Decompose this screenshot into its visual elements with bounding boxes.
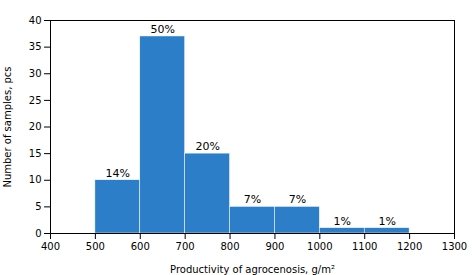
svg-text:30: 30	[29, 68, 42, 79]
svg-text:35: 35	[29, 41, 42, 52]
svg-text:Number of samples, pcs: Number of samples, pcs	[2, 66, 13, 187]
svg-text:1200: 1200	[397, 241, 422, 252]
svg-text:50%: 50%	[150, 23, 174, 36]
svg-text:1%: 1%	[334, 215, 351, 228]
svg-text:40: 40	[29, 15, 42, 26]
svg-text:20%: 20%	[195, 140, 219, 153]
svg-text:700: 700	[176, 241, 195, 252]
svg-text:1%: 1%	[378, 215, 395, 228]
svg-text:10: 10	[29, 174, 42, 185]
svg-text:1100: 1100	[352, 241, 377, 252]
svg-text:14%: 14%	[106, 167, 130, 180]
svg-text:25: 25	[29, 95, 42, 106]
svg-text:Productivity of agrocenosis, g: Productivity of agrocenosis, g/m²	[170, 264, 335, 275]
svg-text:7%: 7%	[289, 193, 306, 206]
svg-text:7%: 7%	[244, 193, 261, 206]
svg-text:900: 900	[265, 241, 284, 252]
svg-text:800: 800	[221, 241, 240, 252]
svg-text:1000: 1000	[307, 241, 332, 252]
svg-text:1300: 1300	[442, 241, 467, 252]
svg-text:5: 5	[35, 201, 41, 212]
svg-text:15: 15	[29, 148, 42, 159]
svg-text:600: 600	[131, 241, 150, 252]
svg-text:400: 400	[41, 241, 60, 252]
svg-text:0: 0	[35, 228, 41, 239]
svg-text:20: 20	[29, 121, 42, 132]
svg-text:500: 500	[86, 241, 105, 252]
